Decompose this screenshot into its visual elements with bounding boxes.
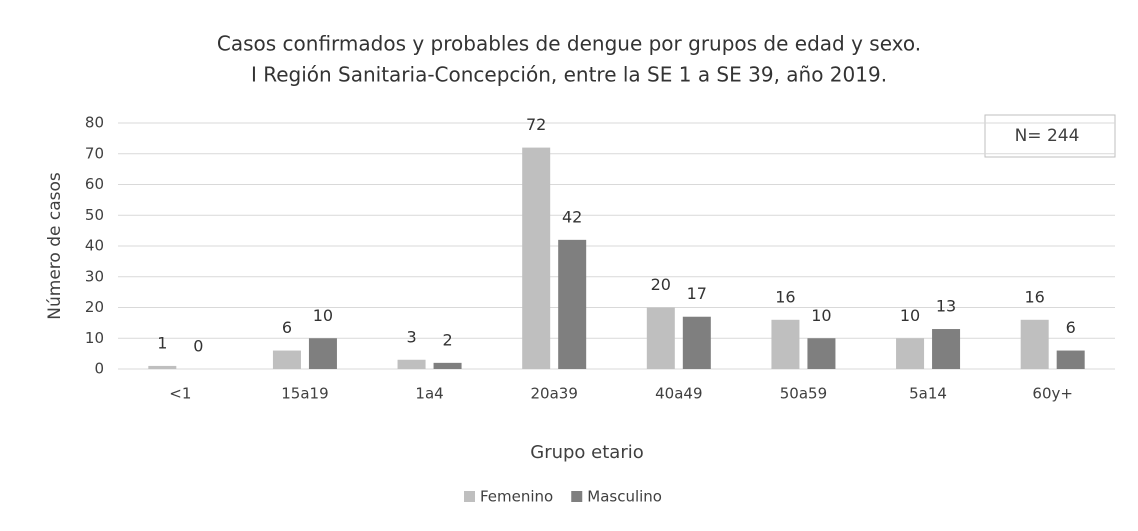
bar [272,350,301,369]
bar [646,307,675,369]
data-label: 16 [775,287,795,306]
y-tick-label: 60 [85,175,104,193]
bar [932,329,961,369]
x-tick-label: 40a49 [655,385,702,403]
y-tick-label: 20 [85,298,104,316]
y-tick-label: 0 [94,360,104,378]
data-label: 72 [526,115,546,134]
bar [682,316,711,369]
y-tick-label: 70 [85,144,104,162]
legend-label: Masculino [587,488,662,506]
annotation-box [984,114,1116,158]
x-tick-label: 5a14 [909,385,947,403]
x-tick-label: 50a59 [780,385,827,403]
x-tick-label: 20a39 [531,385,578,403]
data-label: 20 [651,275,671,294]
legend-label: Femenino [480,488,553,506]
legend-swatch [464,491,475,502]
data-label: 17 [687,284,707,303]
y-tick-label: 40 [85,237,104,255]
y-axis-title: Número de casos [45,172,65,320]
bar [522,147,551,369]
data-label: 16 [1025,287,1045,306]
bar [308,338,337,369]
bar [397,359,426,369]
data-label: 10 [811,306,831,325]
x-axis-title: Grupo etario [530,442,644,463]
data-label: 10 [900,306,920,325]
x-tick-label: 1a4 [415,385,443,403]
x-tick-label: 60y+ [1032,385,1073,403]
data-label: 2 [442,330,452,349]
data-label: 3 [406,327,416,346]
x-tick-label: <1 [169,385,191,403]
chart-title: Casos confirmados y probables de dengue … [217,32,921,56]
legend-swatch [571,491,583,502]
data-label: 1 [157,333,167,352]
bar [1020,319,1049,369]
bar [148,365,177,369]
data-label: 6 [1066,318,1076,337]
x-tick-label: 15a19 [281,385,328,403]
y-tick-label: 30 [85,267,104,285]
bar [771,319,800,369]
data-label: 13 [936,297,956,316]
bar [896,338,925,369]
data-label: 6 [282,318,292,337]
annotation: N= 244 [1015,126,1080,146]
y-tick-label: 80 [85,114,104,132]
y-tick-label: 50 [85,206,104,224]
bar [807,338,836,369]
y-tick-label: 10 [85,329,104,347]
data-label: 10 [313,306,333,325]
bar [1056,350,1085,369]
bar [558,239,587,369]
bar [433,362,462,369]
data-label: 0 [193,337,203,356]
chart-subtitle: I Región Sanitaria-Concepción, entre la … [251,63,887,87]
data-label: 42 [562,207,582,226]
